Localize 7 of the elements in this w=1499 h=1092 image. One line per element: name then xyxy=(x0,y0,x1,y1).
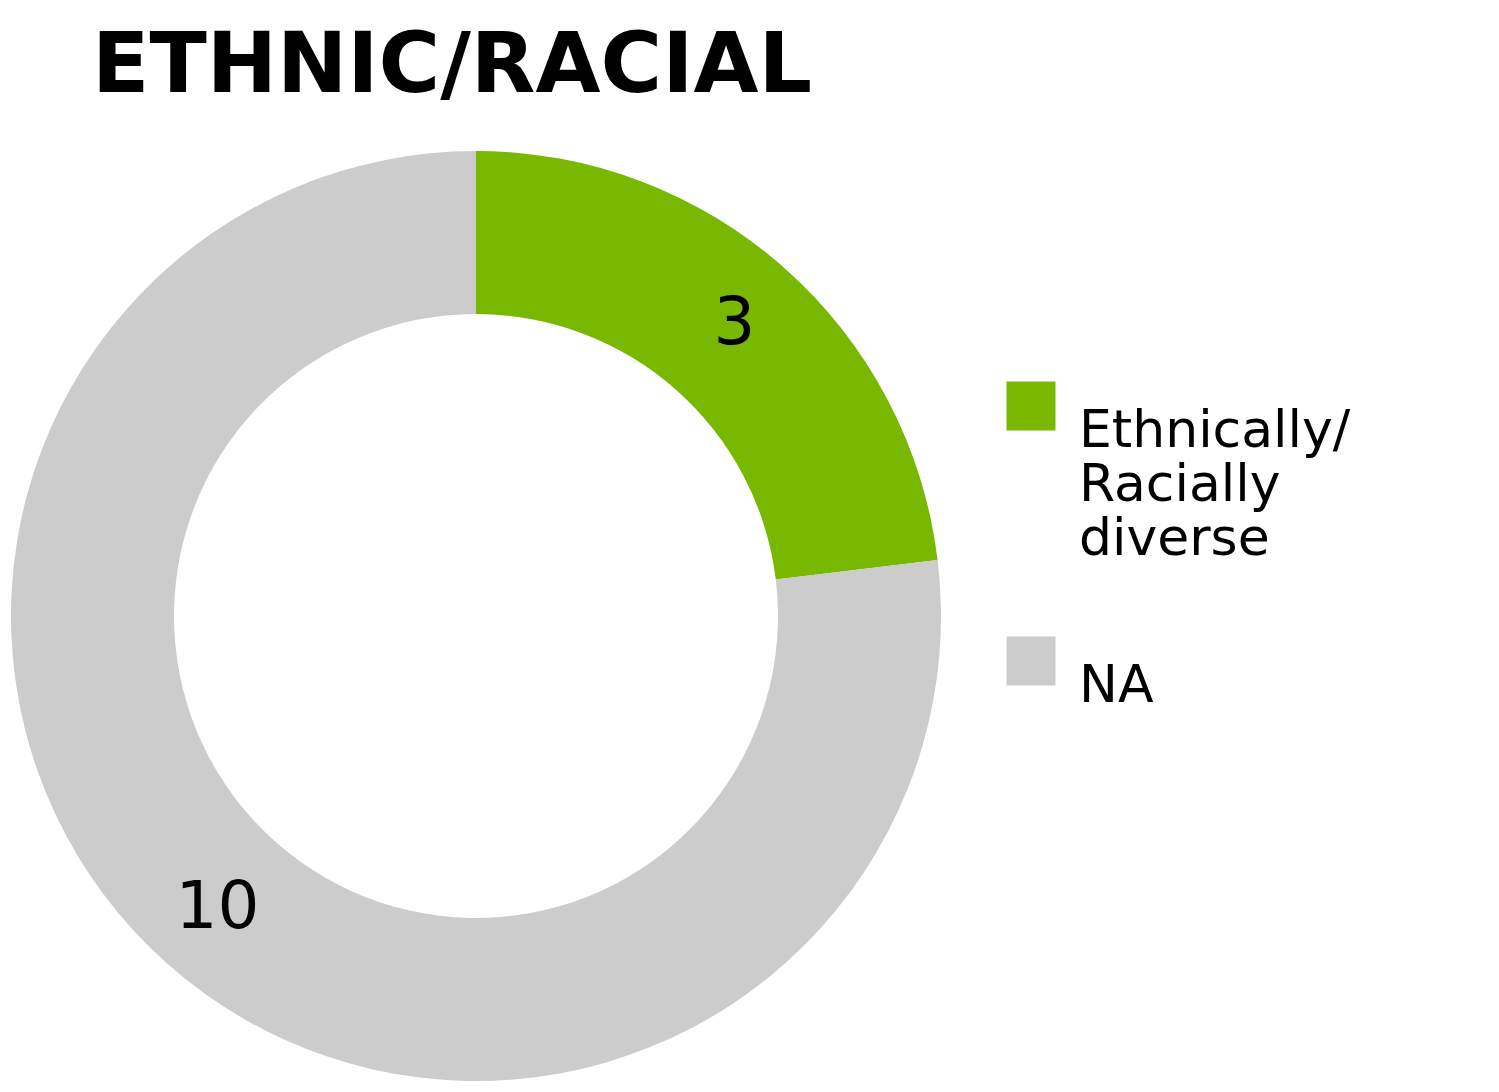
data-label: 10 xyxy=(175,866,260,944)
chart-title: ETHNIC/RACIAL xyxy=(92,14,812,112)
donut-slice xyxy=(11,151,941,1081)
data-label: 3 xyxy=(713,283,756,361)
donut-slice xyxy=(476,151,938,580)
legend-label: NA xyxy=(1079,654,1154,714)
legend-label: Ethnically/Racially diverse xyxy=(1079,399,1351,567)
